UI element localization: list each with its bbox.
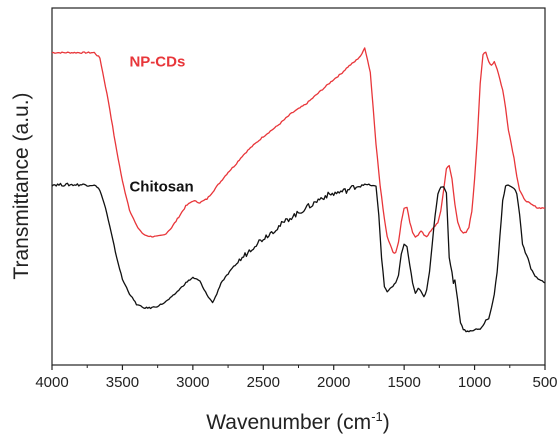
x-axis-title-suffix: ) [383,411,390,434]
x-axis-ticks: 4000 3500 3000 2500 2000 1500 1000 500 [35,365,558,391]
series-label-chitosan: Chitosan [129,179,193,196]
series-line-np-cds [51,47,546,254]
x-tick-label: 4000 [35,374,68,391]
series-line-chitosan [51,182,546,333]
series-layer [51,47,546,333]
x-axis-title-superscript: -1 [371,409,383,424]
series-label-np-cds: NP-CDs [129,54,185,71]
x-tick-label: 1500 [387,374,420,391]
x-axis-title-main: Wavenumber (cm [206,411,371,434]
x-tick-label: 3000 [176,374,209,391]
y-axis-title: Transmittance (a.u.) [10,92,33,279]
x-tick-label: 3500 [106,374,139,391]
plot-frame [51,7,546,366]
x-axis-title: Wavenumber (cm-1) [206,409,390,434]
x-tick-label: 2500 [247,374,280,391]
series-labels: NP-CDs Chitosan [129,54,193,196]
x-tick-label: 500 [532,374,557,391]
x-tick-label: 2000 [317,374,350,391]
x-tick-label: 1000 [458,374,491,391]
